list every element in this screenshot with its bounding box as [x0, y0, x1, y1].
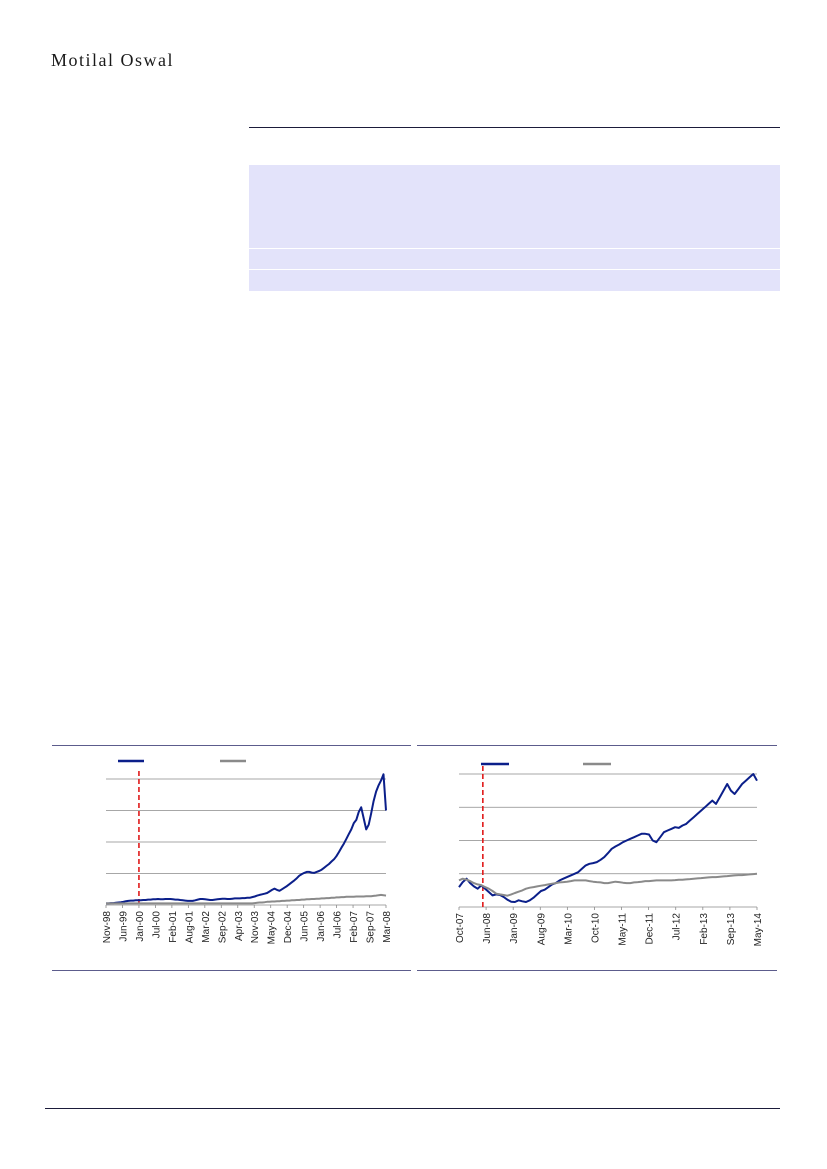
- x-tick-label: Jan-00: [135, 911, 146, 942]
- x-tick-label: Feb-07: [349, 911, 360, 943]
- x-tick-label: Mar-02: [201, 911, 212, 943]
- series-line-1: [458, 773, 758, 903]
- x-tick-label: Dec-04: [283, 911, 294, 944]
- x-tick-label: Oct-10: [590, 913, 601, 943]
- x-tick-label: Mar-08: [382, 911, 393, 943]
- x-tick-label: May-11: [618, 913, 629, 946]
- chart-top-rule: [417, 745, 777, 746]
- line-chart-left: Nov-98 Jun-99 Jan-00 Jul-00 Feb-01 Aug-01 Mar-…: [102, 759, 393, 945]
- table-row-separator: [249, 269, 780, 270]
- x-tick-label: Jun-08: [482, 913, 493, 944]
- x-tick-label: Nov-98: [102, 911, 113, 944]
- brand-logo: Motilal Oswal: [51, 50, 174, 70]
- line-chart-right: Oct-07 Jun-08 Jan-09 Aug-09 Mar-10 Oct-10 May-…: [455, 762, 764, 947]
- x-tick-label: Mar-10: [563, 913, 574, 945]
- chart-right: Oct-07 Jun-08 Jan-09 Aug-09 Mar-10 Oct-10 May-…: [417, 745, 777, 971]
- x-tick-label: Jan-06: [316, 911, 327, 942]
- x-tick-label: Feb-01: [168, 911, 179, 943]
- chart-top-rule: [52, 745, 411, 746]
- x-tick-label: Sep-07: [366, 911, 377, 944]
- x-tick-label: Jul-12: [672, 913, 683, 941]
- x-tick-label: Feb-13: [699, 913, 710, 945]
- series-line-2: [106, 893, 387, 905]
- x-tick-label: Dec-11: [645, 913, 656, 945]
- x-tick-label: Sep-13: [726, 913, 737, 946]
- x-tick-label: Jul-06: [333, 911, 344, 939]
- x-tick-label: Jun-99: [118, 911, 129, 942]
- section-rule: [249, 127, 780, 128]
- chart-left: Nov-98 Jun-99 Jan-00 Jul-00 Feb-01 Aug-01 Mar-…: [52, 745, 411, 971]
- chart-bottom-rule: [52, 970, 411, 971]
- series-line-2: [458, 872, 758, 897]
- shaded-table: [249, 165, 780, 291]
- x-tick-label: Apr-03: [234, 911, 245, 941]
- x-tick-label: May-14: [753, 913, 764, 947]
- x-tick-label: Nov-03: [250, 911, 261, 944]
- x-tick-label: Jul-00: [151, 911, 162, 939]
- series-line-1: [106, 773, 387, 905]
- x-tick-label: Aug-01: [184, 911, 195, 944]
- x-tick-label: Aug-09: [536, 913, 547, 946]
- x-tick-label: Sep-02: [217, 911, 228, 944]
- chart-bottom-rule: [417, 970, 777, 971]
- footer-rule: [45, 1108, 780, 1109]
- table-row-separator: [249, 248, 780, 249]
- x-tick-label: Jan-09: [509, 913, 520, 944]
- x-tick-label: May-04: [267, 911, 278, 945]
- x-tick-label: Oct-07: [455, 913, 466, 943]
- x-tick-label: Jun-05: [300, 911, 311, 942]
